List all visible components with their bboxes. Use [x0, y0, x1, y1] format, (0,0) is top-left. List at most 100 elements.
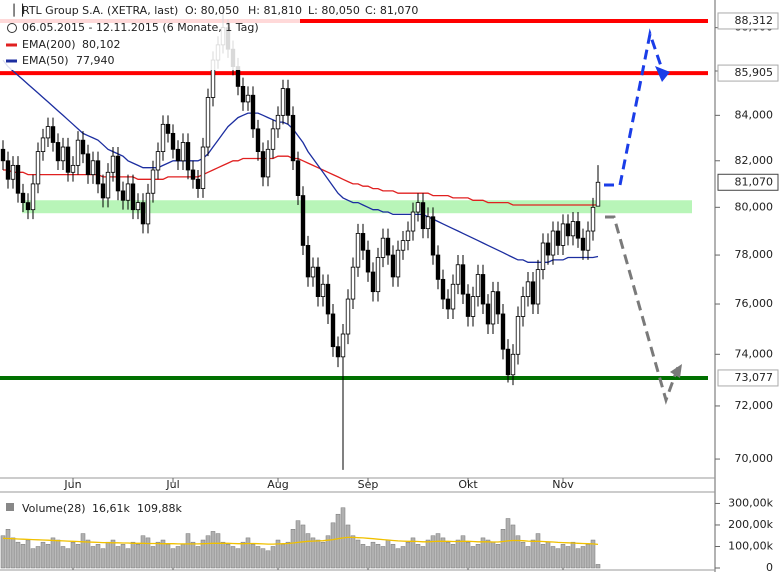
volume-bar: [565, 546, 571, 569]
ohlc-close: C: 81,070: [365, 4, 418, 17]
volume-bar: [240, 541, 246, 569]
volume-bar: [20, 544, 26, 569]
candle-body: [315, 266, 321, 297]
candle-body: [250, 94, 256, 130]
volume-bar: [345, 524, 351, 569]
arrow-head: [655, 66, 670, 82]
volume-bar: [465, 541, 471, 569]
support-zone: [22, 200, 692, 214]
candle-body: [545, 242, 551, 256]
volume-bar: [490, 541, 496, 569]
volume-bar: [550, 546, 556, 569]
volume-bar: [425, 539, 431, 569]
volume-bar: [585, 544, 591, 569]
volume-bar: [335, 513, 341, 569]
volume-bar: [455, 539, 461, 569]
volume-bar: [350, 535, 356, 569]
candle-body: [90, 160, 96, 176]
candle-body: [145, 192, 151, 225]
candle-body: [165, 123, 171, 134]
y-tick-label: 80,000: [735, 200, 774, 213]
volume-bar: [270, 546, 276, 569]
volume-bar: [405, 541, 411, 569]
y-tick-label: 70,000: [735, 452, 774, 465]
candle-body: [55, 142, 61, 162]
y-tick-label: 82,000: [735, 154, 774, 167]
volume-bar: [145, 537, 151, 569]
volume-bar: [175, 546, 181, 569]
chart-title: RTL Group S.A. (XETRA, last): [22, 4, 178, 17]
candle-body: [125, 183, 131, 201]
candle-body: [555, 230, 561, 246]
candle-body: [495, 291, 501, 315]
candle-body: [390, 254, 396, 278]
volume-bar: [440, 537, 446, 569]
candle-body: [15, 164, 21, 194]
volume-bar: [530, 539, 536, 569]
volume-bar: [495, 544, 501, 569]
candle-body: [435, 254, 441, 280]
candle-body: [190, 169, 196, 180]
candle-body: [430, 216, 436, 256]
level-label-box: [717, 369, 779, 387]
volume-bar: [215, 533, 221, 569]
candle-body: [20, 192, 26, 204]
volume-legend: Volume(28) 16,61k 109,88k: [6, 502, 182, 515]
candle-body: [305, 245, 311, 278]
legend: ▕▕ RTL Group S.A. (XETRA, last) O: 80,05…: [0, 0, 418, 70]
legend-label: EMA(200): [22, 38, 76, 51]
level-label-box: [717, 12, 779, 30]
candle-body: [330, 313, 336, 348]
candle-body: [540, 242, 546, 271]
candle-body: [30, 183, 36, 211]
candle-body: [325, 283, 331, 315]
candle-body: [115, 155, 121, 192]
candle-body: [480, 274, 486, 305]
candle-body: [365, 249, 371, 273]
volume-bar: [325, 535, 331, 569]
candle-body: [290, 114, 296, 162]
candle-body: [560, 223, 566, 246]
x-tick-label: Sep: [358, 478, 379, 491]
candle-body: [260, 151, 266, 178]
candle-body: [520, 296, 526, 317]
icon: ▕▕: [6, 3, 23, 17]
candle-body: [10, 164, 16, 180]
last-price-label: 81,070: [735, 175, 774, 188]
volume-bar: [25, 539, 31, 569]
volume-bar: [370, 541, 376, 569]
legend-bg: [0, 0, 300, 70]
candle-body: [170, 132, 176, 150]
y-tick-label: 76,000: [735, 297, 774, 310]
volume-last: 16,61k: [92, 502, 130, 515]
volume-bar: [300, 524, 306, 569]
volume-bar: [410, 537, 416, 569]
volume-bar: [290, 529, 296, 569]
volume-bar: [110, 539, 116, 569]
volume-bar: [295, 520, 301, 569]
volume-bar: [570, 541, 576, 569]
volume-ma-value: 109,88k: [137, 502, 182, 515]
projection-arrows: [604, 28, 680, 405]
y-tick-label: 84,000: [735, 108, 774, 121]
ema-line: [3, 155, 599, 206]
candle-body: [470, 296, 476, 317]
candle-body: [385, 237, 391, 256]
candle-body: [275, 114, 281, 130]
candle-body: [335, 346, 341, 358]
volume-ma-line: [2, 536, 599, 546]
level-label: 85,905: [735, 66, 774, 79]
candle-body: [100, 183, 106, 199]
volume-bar: [180, 544, 186, 569]
ohlc-open: O: 80,050: [185, 4, 239, 17]
volume-bar: [535, 533, 541, 569]
y-tick-label: 200,00k: [728, 518, 773, 531]
x-tick-label: Nov: [552, 478, 574, 491]
volume-bar: [275, 539, 281, 569]
volume-bar: [520, 541, 526, 569]
volume-bar: [70, 541, 76, 569]
candle-body: [255, 128, 261, 152]
candle-body: [515, 316, 521, 355]
